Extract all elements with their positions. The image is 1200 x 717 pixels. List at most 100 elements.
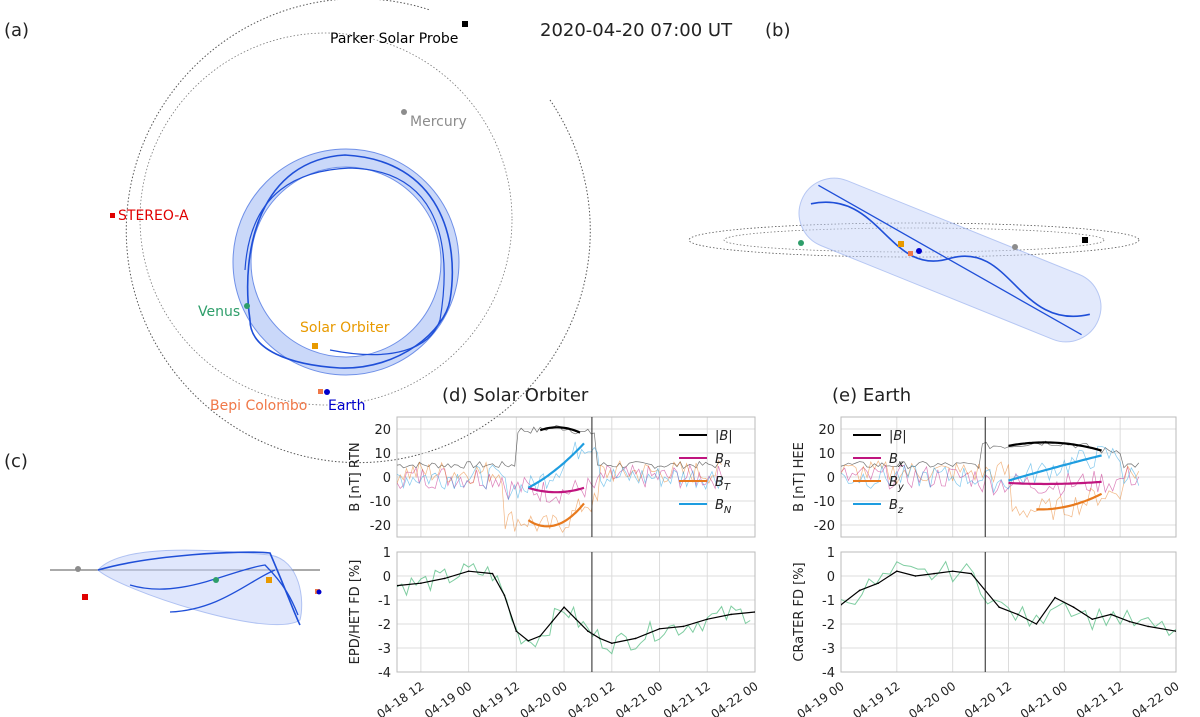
x-tick-label: 04-21 12 [1074, 679, 1126, 717]
panel-d-title: (d) Solar Orbiter [442, 385, 589, 406]
fd-point [1091, 618, 1094, 620]
x-tick-label: 04-22 00 [708, 679, 760, 717]
earth-orbit [125, 0, 591, 464]
measured-x-trace [841, 464, 1140, 497]
x-tick-label: 04-19 00 [422, 679, 474, 717]
y-tick-label: 10 [818, 447, 835, 462]
panel-e-title: (e) Earth [832, 385, 911, 406]
parker-solar-probe-label: Parker Solar Probe [330, 31, 458, 47]
legend-label: |B| [715, 429, 733, 444]
timestamp: 2020-04-20 07:00 UT [540, 20, 733, 41]
fd-point [970, 572, 973, 575]
plot-frame [396, 416, 756, 538]
x-tick-label: 04-20 12 [565, 679, 617, 717]
y-tick-label: -3 [822, 642, 835, 657]
earth-marker-b [916, 248, 922, 254]
y-tick-label: -10 [370, 495, 391, 510]
y-tick-label: -4 [822, 666, 835, 681]
earth-label: Earth [328, 398, 366, 414]
x-tick-label: 04-20 00 [518, 679, 570, 717]
y-axis-label: EPD/HET FD [%] [348, 560, 363, 665]
plot-frame [396, 551, 756, 673]
y-axis-label: B [nT] RTN [348, 442, 363, 511]
stereo-a-marker-c [82, 594, 88, 600]
fd-point [634, 637, 637, 640]
fd-point [1128, 620, 1131, 623]
model-N-curve [527, 442, 585, 489]
x-tick-label: 04-21 12 [661, 679, 713, 717]
stereo-a-marker [110, 213, 115, 218]
fd-point [420, 582, 422, 584]
x-tick-label: 04-21 00 [613, 679, 665, 717]
y-tick-label: -2 [378, 618, 391, 633]
y-tick-label: -20 [370, 519, 391, 534]
fd-point [682, 625, 685, 628]
fd-point [1035, 623, 1038, 625]
fd-point [754, 611, 755, 613]
fd-point [467, 570, 470, 572]
x-tick-label: 04-20 12 [962, 679, 1014, 717]
fd-point [658, 628, 661, 630]
panel-b: (b) [688, 20, 1140, 343]
fd-point [877, 582, 880, 584]
fd-point [611, 642, 613, 644]
fd-point [515, 630, 518, 632]
model-z-curve [1008, 454, 1102, 482]
panel-label-b: (b) [765, 20, 790, 41]
mercury-marker-c [75, 566, 81, 572]
model-y-curve [1036, 492, 1103, 511]
model-x-curve [1008, 480, 1102, 486]
fd-point [1072, 606, 1075, 608]
measured-B-trace [841, 440, 1140, 470]
x-tick-label: 04-21 00 [1018, 679, 1070, 717]
y-tick-label: 0 [383, 471, 391, 486]
fd-point [443, 577, 446, 580]
y-tick-label: 20 [818, 423, 835, 438]
legend-label: BT [715, 475, 731, 493]
psp-marker-b [1082, 237, 1088, 243]
venus-label: Venus [198, 304, 240, 320]
y-tick-label: -3 [378, 642, 391, 657]
fd-point [706, 618, 709, 620]
y-axis-label: B [nT] HEE [792, 442, 807, 512]
panel-label-c: (c) [4, 451, 28, 472]
x-tick-label: 04-19 00 [794, 679, 846, 717]
y-tick-label: 1 [827, 546, 835, 561]
x-tick-label: 04-20 00 [906, 679, 958, 717]
panel-label-a: (a) [4, 20, 29, 41]
stereo-a-label: STEREO-A [118, 208, 189, 224]
model-absBabs-curve [539, 426, 581, 434]
bepi-colombo-marker-b [908, 251, 913, 256]
earth-marker-c [316, 589, 322, 595]
measured-N-trace [397, 441, 722, 501]
y-tick-label: 0 [827, 471, 835, 486]
solar-orbiter-label: Solar Orbiter [300, 320, 390, 336]
y-tick-label: -20 [814, 519, 835, 534]
legend-label: |B| [889, 429, 907, 444]
raw-fd-trace [397, 562, 751, 655]
model-R-curve [527, 486, 585, 494]
y-tick-label: -1 [378, 594, 391, 609]
fd-point [1017, 613, 1019, 616]
measured-T-trace [397, 459, 722, 533]
solar-orbiter-marker-c [266, 577, 272, 583]
y-tick-label: 0 [383, 570, 391, 585]
y-axis-label: CRaTER FD [%] [792, 562, 807, 661]
fd-point [914, 575, 917, 577]
y-tick-label: 1 [383, 546, 391, 561]
x-tick-label: 04-18 12 [374, 679, 426, 717]
fd-point [858, 589, 861, 592]
y-tick-label: -1 [822, 594, 835, 609]
y-tick-label: 20 [374, 423, 391, 438]
fd-point [1147, 625, 1149, 628]
fd-point [599, 637, 601, 640]
fd-point [491, 572, 494, 575]
flux-rope-c [97, 549, 303, 626]
fd-point [563, 606, 565, 608]
